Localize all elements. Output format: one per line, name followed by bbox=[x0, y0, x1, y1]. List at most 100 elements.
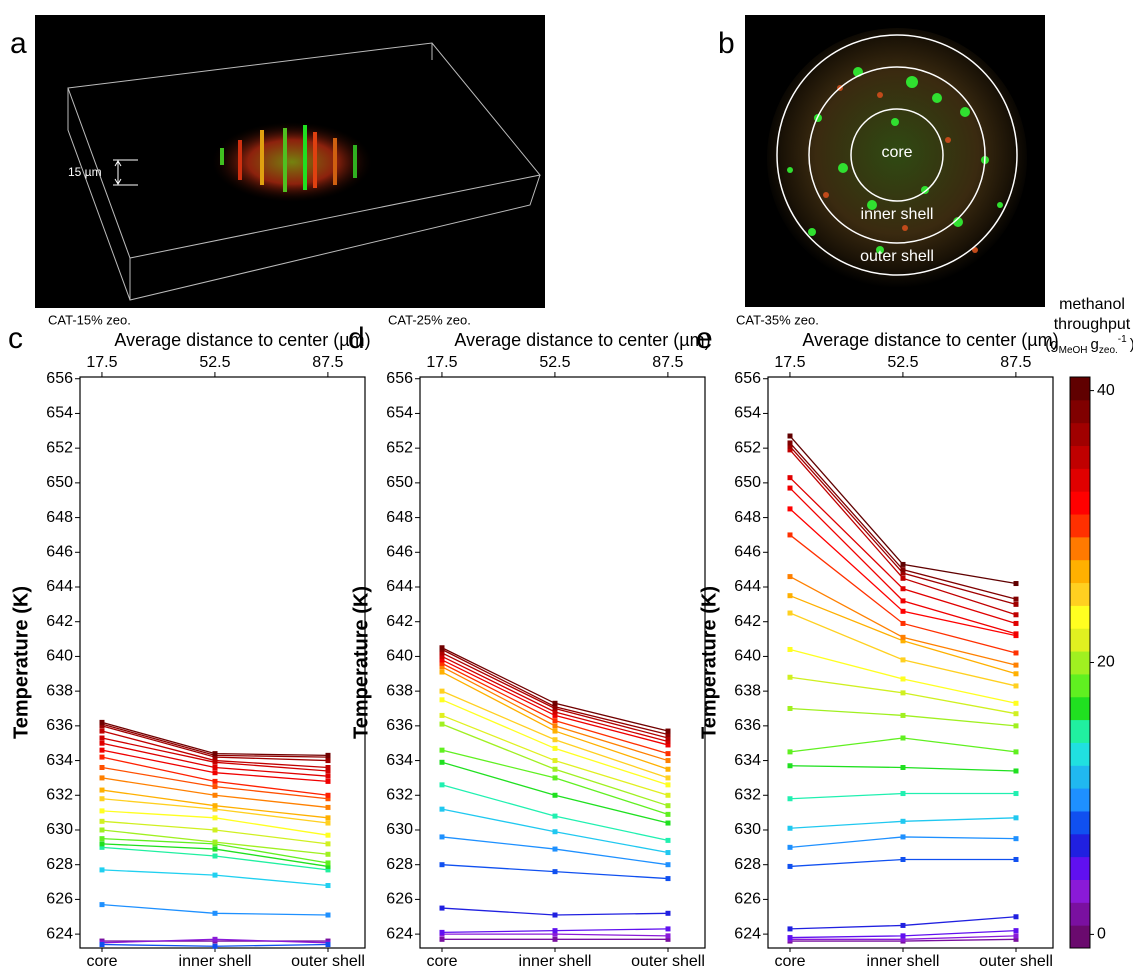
colorbar-block bbox=[1070, 765, 1090, 789]
y-tick-label: 628 bbox=[46, 856, 73, 873]
y-tick-label: 642 bbox=[386, 613, 413, 630]
colorbar-block bbox=[1070, 719, 1090, 743]
plot-frame bbox=[419, 376, 706, 949]
point-marker bbox=[665, 782, 671, 788]
chart-title: CAT-35% zeo. bbox=[736, 312, 819, 327]
point-marker bbox=[900, 856, 906, 862]
x-tick-label: outer shell bbox=[631, 953, 705, 970]
point-marker bbox=[325, 792, 331, 798]
x-tick-label: core bbox=[774, 953, 805, 970]
y-axis-label: Temperature (K) bbox=[698, 586, 720, 739]
point-marker bbox=[900, 676, 906, 682]
colorbar-tick-label: 20 bbox=[1097, 654, 1115, 671]
point-marker bbox=[439, 712, 445, 718]
point-marker bbox=[900, 620, 906, 626]
point-marker bbox=[900, 634, 906, 640]
point-marker bbox=[787, 506, 793, 512]
point-marker bbox=[787, 532, 793, 538]
y-tick-label: 624 bbox=[734, 925, 761, 942]
point-marker bbox=[325, 815, 331, 821]
x2-tick-label: 17.5 bbox=[426, 354, 457, 371]
point-marker bbox=[900, 933, 906, 939]
y-tick-label: 646 bbox=[734, 544, 761, 561]
point-marker bbox=[325, 752, 331, 758]
point-marker bbox=[325, 851, 331, 857]
point-marker bbox=[552, 792, 558, 798]
point-marker bbox=[900, 608, 906, 614]
colorbar-block bbox=[1070, 628, 1090, 652]
y-tick-label: 656 bbox=[46, 370, 73, 387]
y-tick-label: 654 bbox=[386, 405, 413, 422]
colorbar-block bbox=[1070, 582, 1090, 606]
point-marker bbox=[787, 844, 793, 850]
y-tick-label: 634 bbox=[386, 752, 413, 769]
x2-tick-label: 52.5 bbox=[199, 354, 230, 371]
point-marker bbox=[439, 653, 445, 659]
image-b: core inner shell outer shell bbox=[745, 15, 1045, 307]
y-tick-label: 650 bbox=[46, 474, 73, 491]
point-marker bbox=[212, 758, 218, 764]
point-marker bbox=[787, 433, 793, 439]
x2-tick-label: 87.5 bbox=[1000, 354, 1031, 371]
x2-axis-label: Average distance to center (µm) bbox=[114, 330, 370, 350]
scale-label: 15 µm bbox=[68, 165, 102, 179]
point-marker bbox=[1013, 596, 1019, 602]
point-marker bbox=[1013, 662, 1019, 668]
point-marker bbox=[787, 926, 793, 932]
point-marker bbox=[212, 936, 218, 942]
point-marker bbox=[552, 728, 558, 734]
point-marker bbox=[1013, 856, 1019, 862]
point-marker bbox=[1013, 749, 1019, 755]
point-marker bbox=[439, 862, 445, 868]
y-tick-label: 636 bbox=[46, 717, 73, 734]
point-marker bbox=[1013, 601, 1019, 607]
ring-outlines bbox=[776, 34, 1018, 276]
colorbar-block bbox=[1070, 742, 1090, 766]
point-marker bbox=[99, 747, 105, 753]
point-marker bbox=[212, 803, 218, 809]
point-marker bbox=[439, 721, 445, 727]
point-marker bbox=[552, 869, 558, 875]
point-marker bbox=[552, 829, 558, 835]
point-marker bbox=[665, 742, 671, 748]
point-marker bbox=[1013, 928, 1019, 934]
y-tick-label: 624 bbox=[46, 925, 73, 942]
unit-part: -1 bbox=[1118, 334, 1127, 345]
point-marker bbox=[787, 796, 793, 802]
point-marker bbox=[900, 818, 906, 824]
point-marker bbox=[439, 806, 445, 812]
point-marker bbox=[787, 475, 793, 481]
point-marker bbox=[439, 905, 445, 911]
point-marker bbox=[900, 765, 906, 771]
point-marker bbox=[787, 485, 793, 491]
point-marker bbox=[787, 574, 793, 580]
y-tick-label: 632 bbox=[46, 786, 73, 803]
point-marker bbox=[325, 773, 331, 779]
y-tick-label: 632 bbox=[734, 786, 761, 803]
point-marker bbox=[99, 818, 105, 824]
point-marker bbox=[212, 815, 218, 821]
point-marker bbox=[99, 754, 105, 760]
point-marker bbox=[552, 936, 558, 942]
plot-frame bbox=[79, 376, 366, 949]
unit-part: zeo. bbox=[1099, 345, 1118, 356]
colorbar-block bbox=[1070, 788, 1090, 812]
y-tick-label: 642 bbox=[734, 613, 761, 630]
colorbar-block bbox=[1070, 491, 1090, 515]
point-marker bbox=[325, 804, 331, 810]
x2-tick-label: 52.5 bbox=[539, 354, 570, 371]
point-marker bbox=[552, 718, 558, 724]
point-marker bbox=[900, 834, 906, 840]
colorbar-block bbox=[1070, 514, 1090, 538]
ring-label: core bbox=[881, 144, 912, 161]
point-marker bbox=[99, 787, 105, 793]
point-marker bbox=[665, 876, 671, 882]
colorbar-block bbox=[1070, 902, 1090, 926]
y-tick-label: 626 bbox=[46, 891, 73, 908]
x-tick-label: outer shell bbox=[291, 953, 365, 970]
point-marker bbox=[665, 732, 671, 738]
point-marker bbox=[212, 806, 218, 812]
point-marker bbox=[552, 766, 558, 772]
point-marker bbox=[99, 740, 105, 746]
